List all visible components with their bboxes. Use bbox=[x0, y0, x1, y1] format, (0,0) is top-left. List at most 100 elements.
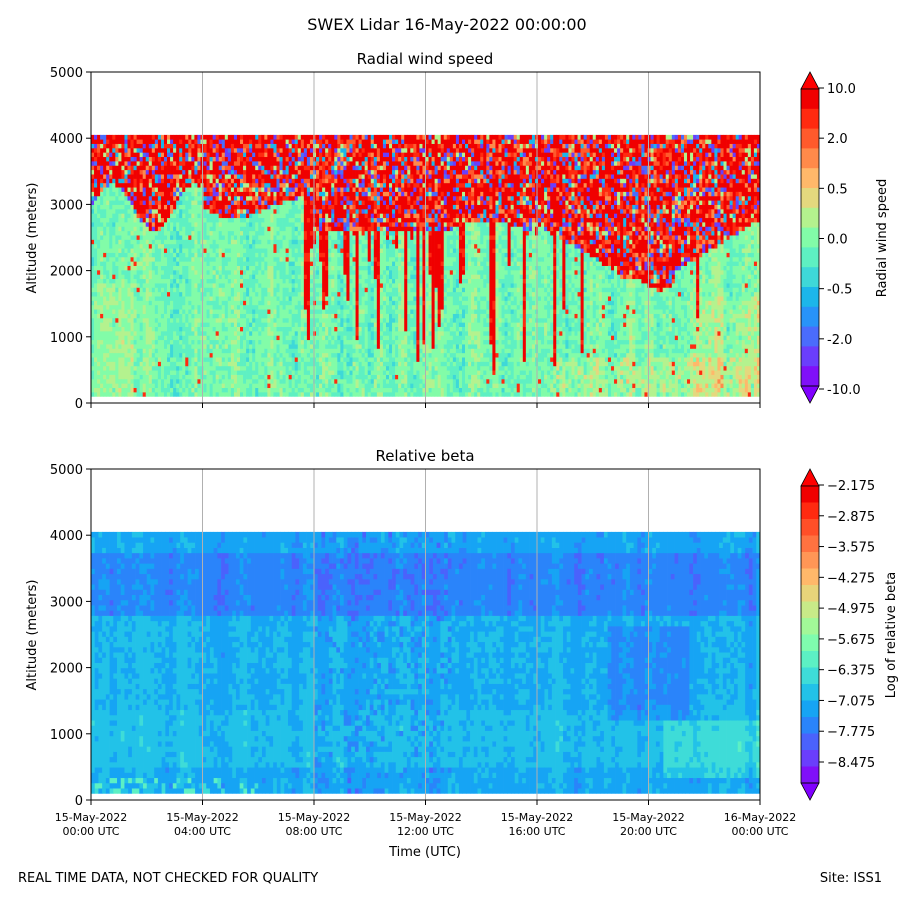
heatmap-cell bbox=[258, 283, 262, 288]
heatmap-cell bbox=[428, 191, 432, 197]
heatmap-cell bbox=[163, 335, 168, 341]
heatmap-cell bbox=[449, 265, 454, 271]
heatmap-cell bbox=[349, 339, 353, 345]
heatmap-cell bbox=[197, 169, 201, 179]
heatmap-cell bbox=[346, 339, 350, 345]
heatmap-cell bbox=[246, 143, 250, 149]
heatmap-cell bbox=[243, 200, 247, 205]
heatmap-cell bbox=[109, 134, 113, 153]
heatmap-cell bbox=[392, 178, 396, 184]
heatmap-cell bbox=[145, 169, 150, 175]
heatmap-cell bbox=[486, 217, 490, 223]
heatmap-cell bbox=[194, 143, 198, 162]
heatmap-cell bbox=[142, 278, 147, 284]
heatmap-cell bbox=[328, 222, 332, 227]
heatmap-cell bbox=[273, 213, 277, 236]
heatmap-cell bbox=[121, 182, 125, 188]
heatmap-cell bbox=[316, 317, 320, 323]
heatmap-cell bbox=[227, 230, 232, 245]
heatmap-cell bbox=[258, 392, 262, 397]
heatmap-cell bbox=[115, 265, 119, 280]
heatmap-cell bbox=[267, 326, 271, 336]
heatmap-cell bbox=[288, 339, 293, 345]
heatmap-cell bbox=[233, 165, 238, 171]
heatmap-cell bbox=[154, 326, 159, 332]
heatmap-cell bbox=[224, 182, 229, 188]
heatmap-cell bbox=[145, 156, 150, 162]
heatmap-cell bbox=[288, 392, 293, 397]
heatmap-cell bbox=[127, 265, 131, 271]
heatmap-cell bbox=[364, 283, 369, 288]
heatmap-cell bbox=[407, 392, 411, 397]
heatmap-cell bbox=[279, 239, 283, 249]
heatmap-cell bbox=[209, 374, 213, 384]
heatmap-cell bbox=[136, 313, 140, 319]
heatmap-cell bbox=[413, 331, 417, 345]
heatmap-cell bbox=[483, 200, 487, 205]
heatmap-cell bbox=[428, 265, 432, 271]
heatmap-cell bbox=[498, 326, 502, 332]
heatmap-cell bbox=[431, 348, 435, 367]
heatmap-cell bbox=[367, 261, 372, 266]
heatmap-cell bbox=[151, 357, 156, 362]
heatmap-cell bbox=[419, 143, 423, 149]
heatmap-cell bbox=[182, 187, 186, 192]
heatmap-cell bbox=[230, 243, 235, 284]
heatmap-cell bbox=[267, 278, 271, 288]
heatmap-cell bbox=[474, 143, 478, 162]
heatmap-cell bbox=[443, 265, 448, 271]
heatmap-cell bbox=[170, 378, 174, 389]
heatmap-cell bbox=[322, 313, 326, 319]
heatmap-cell bbox=[392, 204, 396, 210]
heatmap-cell bbox=[495, 165, 499, 171]
heatmap-cell bbox=[367, 357, 372, 362]
heatmap-cell bbox=[452, 352, 457, 358]
heatmap-cell bbox=[218, 309, 223, 319]
heatmap-cell bbox=[127, 174, 131, 179]
heatmap-cell bbox=[106, 200, 110, 205]
heatmap-cell bbox=[486, 226, 490, 236]
heatmap-cell bbox=[270, 178, 274, 188]
heatmap-cell bbox=[471, 261, 475, 275]
heatmap-cell bbox=[446, 182, 451, 192]
heatmap-cell bbox=[319, 213, 323, 219]
heatmap-cell bbox=[115, 243, 119, 258]
heatmap-cell bbox=[191, 178, 195, 184]
heatmap-cell bbox=[501, 335, 505, 341]
heatmap-cell bbox=[179, 217, 183, 232]
heatmap-cell bbox=[407, 208, 411, 214]
heatmap-cell bbox=[316, 161, 320, 166]
heatmap-cell bbox=[264, 357, 268, 367]
heatmap-cell bbox=[480, 217, 484, 223]
heatmap-cell bbox=[179, 392, 183, 397]
heatmap-cell bbox=[312, 383, 317, 397]
heatmap-cell bbox=[434, 357, 439, 362]
heatmap-cell bbox=[288, 374, 293, 380]
heatmap-cell bbox=[182, 239, 186, 249]
heatmap-cell bbox=[112, 374, 116, 389]
heatmap-cell bbox=[309, 374, 314, 380]
heatmap-cell bbox=[148, 370, 153, 375]
heatmap-cell bbox=[112, 352, 116, 362]
heatmap-cell bbox=[367, 187, 372, 192]
heatmap-cell bbox=[468, 139, 472, 144]
heatmap-cell bbox=[382, 392, 387, 397]
heatmap-cell bbox=[461, 352, 466, 358]
heatmap-cell bbox=[160, 147, 165, 153]
heatmap-cell bbox=[115, 261, 119, 266]
heatmap-cell bbox=[121, 261, 125, 271]
heatmap-cell bbox=[282, 322, 286, 327]
heatmap-cell bbox=[431, 161, 435, 166]
heatmap-cell bbox=[465, 331, 469, 336]
heatmap-cell bbox=[489, 187, 493, 192]
heatmap-cell bbox=[325, 226, 329, 232]
heatmap-cell bbox=[480, 300, 484, 310]
heatmap-cell bbox=[440, 134, 445, 144]
heatmap-cell bbox=[498, 174, 502, 179]
heatmap-cell bbox=[358, 239, 362, 245]
heatmap-cell bbox=[465, 300, 469, 306]
heatmap-cell bbox=[468, 365, 472, 375]
heatmap-cell bbox=[206, 344, 210, 354]
heatmap-cell bbox=[504, 378, 508, 384]
heatmap-cell bbox=[157, 291, 162, 297]
